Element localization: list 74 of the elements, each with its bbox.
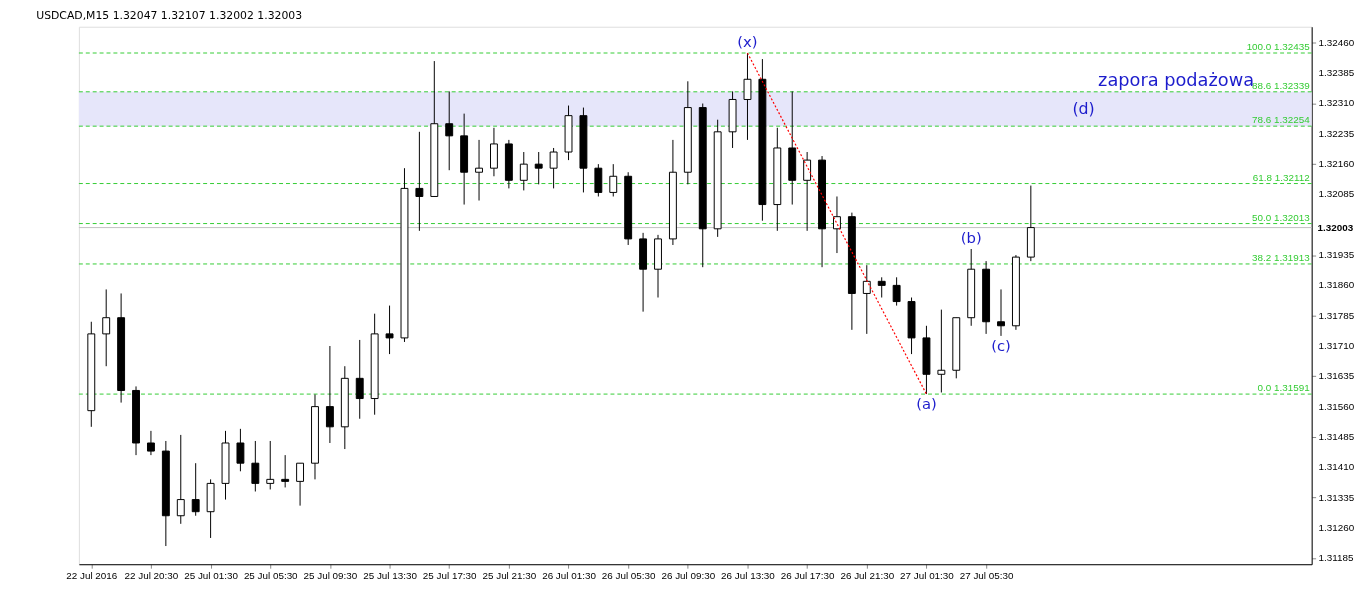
candlestick (534, 151, 543, 185)
x-tick-label: 22 Jul 20:30 (124, 569, 179, 581)
y-tick-label: 1.31560 (1318, 400, 1355, 412)
y-tick-label: 1.31860 (1318, 279, 1355, 291)
x-tick-label: 25 Jul 13:30 (363, 569, 418, 581)
y-tick-label: 1.31485 (1318, 430, 1355, 442)
ref-line-label: 0.0 1.31591 (1257, 382, 1310, 394)
annotation: (d) (1072, 98, 1095, 118)
annotation: (c) (991, 336, 1011, 354)
candlestick (892, 276, 901, 307)
y-tick-label: 1.32310 (1318, 97, 1355, 109)
y-tick-label: 1.32085 (1318, 188, 1355, 200)
candlestick (937, 309, 946, 393)
candlestick (251, 440, 260, 492)
candlestick (385, 305, 394, 355)
candlestick (102, 288, 111, 367)
candlestick (877, 276, 886, 299)
candlestick (743, 52, 752, 141)
chart-title: USDCAD,M15 1.32047 1.32107 1.32002 1.32003 (36, 8, 303, 22)
y-tick-label: 1.31335 (1318, 491, 1355, 503)
x-tick-label: 26 Jul 09:30 (661, 569, 716, 581)
y-tick-label: 1.32385 (1318, 67, 1355, 79)
candlestick (191, 462, 200, 517)
ref-line-label: 100.0 1.32435 (1246, 41, 1311, 53)
candlestick (519, 151, 528, 191)
ref-line-label: 38.2 1.31913 (1252, 252, 1311, 264)
candlestick (833, 195, 841, 254)
candlestick (475, 139, 483, 202)
ref-line-label: 61.8 1.32112 (1252, 171, 1310, 183)
x-tick-label: 26 Jul 13:30 (721, 569, 776, 581)
ref-line-label: 50.0 1.32013 (1252, 211, 1311, 223)
x-tick-label: 25 Jul 01:30 (184, 569, 239, 581)
candlestick (997, 288, 1005, 337)
candlestick (415, 131, 424, 232)
x-tick-label: 26 Jul 21:30 (840, 569, 895, 581)
candlestick (176, 434, 185, 525)
candlestick (445, 90, 454, 171)
candlestick (355, 339, 364, 420)
candlestick (296, 462, 305, 507)
x-tick-label: 27 Jul 01:30 (900, 569, 955, 581)
x-tick-label: 25 Jul 21:30 (482, 569, 537, 581)
y-tick-label: 1.31410 (1318, 461, 1355, 473)
candlestick (266, 440, 275, 490)
y-tick-label: 1.32160 (1318, 158, 1355, 170)
annotation: (a) (916, 394, 937, 412)
candlestick (549, 147, 558, 189)
ref-line-label: 1.32003 (1317, 221, 1354, 233)
candlestick (281, 454, 290, 488)
x-tick-label: 25 Jul 17:30 (422, 569, 478, 581)
x-tick-label: 26 Jul 01:30 (542, 569, 597, 581)
candlestick (862, 264, 871, 335)
y-tick-label: 1.32235 (1318, 127, 1355, 139)
y-tick-label: 1.31785 (1318, 309, 1355, 321)
candlestick (146, 430, 155, 456)
y-tick-label: 1.31260 (1318, 521, 1355, 533)
y-tick-label: 1.31935 (1318, 249, 1355, 261)
x-tick-label: 25 Jul 09:30 (303, 569, 358, 581)
x-tick-label: 25 Jul 05:30 (243, 569, 299, 581)
candlestick (803, 151, 812, 232)
y-tick-label: 1.31185 (1318, 552, 1354, 564)
x-tick-label: 26 Jul 05:30 (601, 569, 657, 581)
candlestick (609, 163, 618, 197)
annotation: (b) (960, 229, 982, 247)
y-tick-label: 1.31710 (1318, 339, 1355, 351)
candlestick (236, 428, 245, 472)
candlestick (325, 345, 334, 444)
y-tick-label: 1.32460 (1318, 36, 1355, 48)
ref-line-label: 78.6 1.32254 (1252, 114, 1311, 126)
annotation: (x) (737, 33, 758, 51)
x-tick-label: 22 Jul 2016 (66, 569, 118, 581)
x-tick-label: 27 Jul 05:30 (959, 569, 1014, 581)
y-tick-label: 1.31635 (1318, 370, 1355, 382)
ref-line-label: 88.6 1.32339 (1252, 79, 1311, 91)
x-tick-label: 26 Jul 17:30 (780, 569, 835, 581)
